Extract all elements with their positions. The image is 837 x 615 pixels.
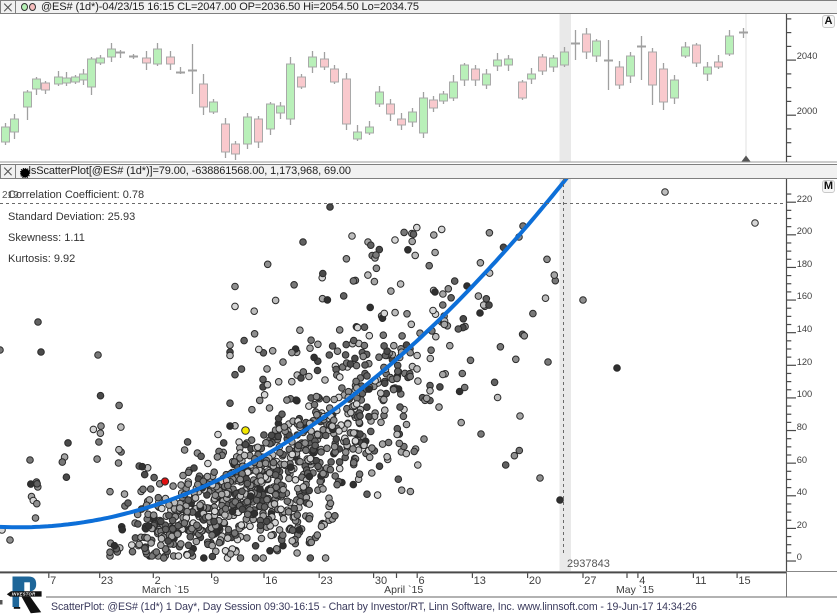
svg-text:INVESTOR: INVESTOR xyxy=(12,592,36,597)
